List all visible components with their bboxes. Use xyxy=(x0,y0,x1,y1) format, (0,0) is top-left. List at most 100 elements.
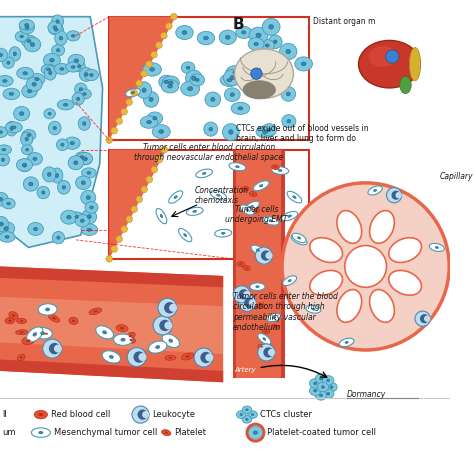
Ellipse shape xyxy=(64,103,68,106)
Ellipse shape xyxy=(248,61,252,65)
Text: Capillary: Capillary xyxy=(440,172,473,181)
Ellipse shape xyxy=(8,319,12,322)
Ellipse shape xyxy=(47,173,51,176)
Circle shape xyxy=(205,354,213,362)
Ellipse shape xyxy=(81,181,85,184)
Ellipse shape xyxy=(181,62,195,73)
Ellipse shape xyxy=(116,325,128,332)
Circle shape xyxy=(194,348,213,367)
Ellipse shape xyxy=(30,43,35,46)
Ellipse shape xyxy=(262,18,280,35)
Ellipse shape xyxy=(283,276,297,286)
Text: Tumor cells enter the blood
circulation through high
permeability vascular
endot: Tumor cells enter the blood circulation … xyxy=(233,292,337,332)
Ellipse shape xyxy=(11,126,16,129)
Ellipse shape xyxy=(81,219,84,222)
Ellipse shape xyxy=(87,172,91,174)
Circle shape xyxy=(165,23,172,29)
Ellipse shape xyxy=(269,68,286,81)
Ellipse shape xyxy=(72,35,75,37)
Ellipse shape xyxy=(19,21,35,34)
Ellipse shape xyxy=(249,191,257,196)
Ellipse shape xyxy=(38,304,57,315)
Ellipse shape xyxy=(310,270,343,295)
Ellipse shape xyxy=(67,215,71,219)
Ellipse shape xyxy=(77,153,93,165)
Circle shape xyxy=(126,216,133,222)
Ellipse shape xyxy=(55,31,67,46)
Ellipse shape xyxy=(282,211,298,221)
Ellipse shape xyxy=(14,107,30,121)
Ellipse shape xyxy=(238,107,243,110)
Ellipse shape xyxy=(78,117,90,130)
Text: Platelet: Platelet xyxy=(174,428,206,437)
Ellipse shape xyxy=(143,63,161,76)
Text: Mesenchymal tumor cell: Mesenchymal tumor cell xyxy=(54,428,157,437)
Circle shape xyxy=(265,252,273,259)
Ellipse shape xyxy=(266,313,281,321)
Ellipse shape xyxy=(288,280,291,282)
Ellipse shape xyxy=(7,202,10,205)
Ellipse shape xyxy=(374,189,377,191)
Ellipse shape xyxy=(301,62,306,66)
Ellipse shape xyxy=(236,165,239,168)
Ellipse shape xyxy=(337,210,362,243)
Ellipse shape xyxy=(20,132,33,146)
Ellipse shape xyxy=(257,66,272,78)
Ellipse shape xyxy=(75,216,79,219)
Ellipse shape xyxy=(275,73,280,76)
Ellipse shape xyxy=(27,327,43,342)
Ellipse shape xyxy=(256,33,261,37)
Ellipse shape xyxy=(263,130,268,134)
Circle shape xyxy=(111,128,118,134)
Ellipse shape xyxy=(286,49,291,54)
Ellipse shape xyxy=(272,325,279,329)
Ellipse shape xyxy=(26,339,30,342)
Text: CTCs exude out of blood vessels in
brain, liver and lung to form do: CTCs exude out of blood vessels in brain… xyxy=(236,124,368,144)
Ellipse shape xyxy=(20,35,24,38)
Ellipse shape xyxy=(235,49,293,98)
Text: Artery: Artery xyxy=(235,367,256,373)
Ellipse shape xyxy=(84,73,88,76)
Ellipse shape xyxy=(274,326,276,328)
Ellipse shape xyxy=(147,112,163,125)
Circle shape xyxy=(261,250,271,261)
Ellipse shape xyxy=(73,61,85,72)
Ellipse shape xyxy=(225,35,230,39)
Circle shape xyxy=(151,166,158,173)
Ellipse shape xyxy=(96,326,114,339)
Text: Dormancy: Dormancy xyxy=(346,390,386,399)
Polygon shape xyxy=(0,266,223,287)
Ellipse shape xyxy=(0,48,8,62)
Ellipse shape xyxy=(38,413,43,416)
Ellipse shape xyxy=(76,97,80,100)
Polygon shape xyxy=(0,297,223,354)
Ellipse shape xyxy=(252,209,259,213)
Ellipse shape xyxy=(55,173,59,178)
Ellipse shape xyxy=(162,334,180,347)
Circle shape xyxy=(164,302,175,313)
Ellipse shape xyxy=(61,210,77,224)
Ellipse shape xyxy=(126,89,140,97)
Ellipse shape xyxy=(217,194,220,196)
Ellipse shape xyxy=(4,227,9,230)
Ellipse shape xyxy=(29,182,33,186)
Ellipse shape xyxy=(310,379,321,388)
Circle shape xyxy=(392,191,401,200)
Ellipse shape xyxy=(182,353,194,360)
Ellipse shape xyxy=(252,193,255,195)
Ellipse shape xyxy=(255,210,257,212)
Circle shape xyxy=(258,344,275,361)
Ellipse shape xyxy=(62,185,65,189)
Ellipse shape xyxy=(49,71,52,75)
Ellipse shape xyxy=(72,92,84,105)
Ellipse shape xyxy=(202,172,206,174)
Ellipse shape xyxy=(358,40,420,88)
Ellipse shape xyxy=(262,71,266,73)
Ellipse shape xyxy=(109,356,113,358)
Ellipse shape xyxy=(18,159,31,172)
Ellipse shape xyxy=(70,212,83,222)
Ellipse shape xyxy=(256,286,259,288)
Ellipse shape xyxy=(169,357,173,359)
Ellipse shape xyxy=(236,27,252,38)
Ellipse shape xyxy=(22,163,27,167)
